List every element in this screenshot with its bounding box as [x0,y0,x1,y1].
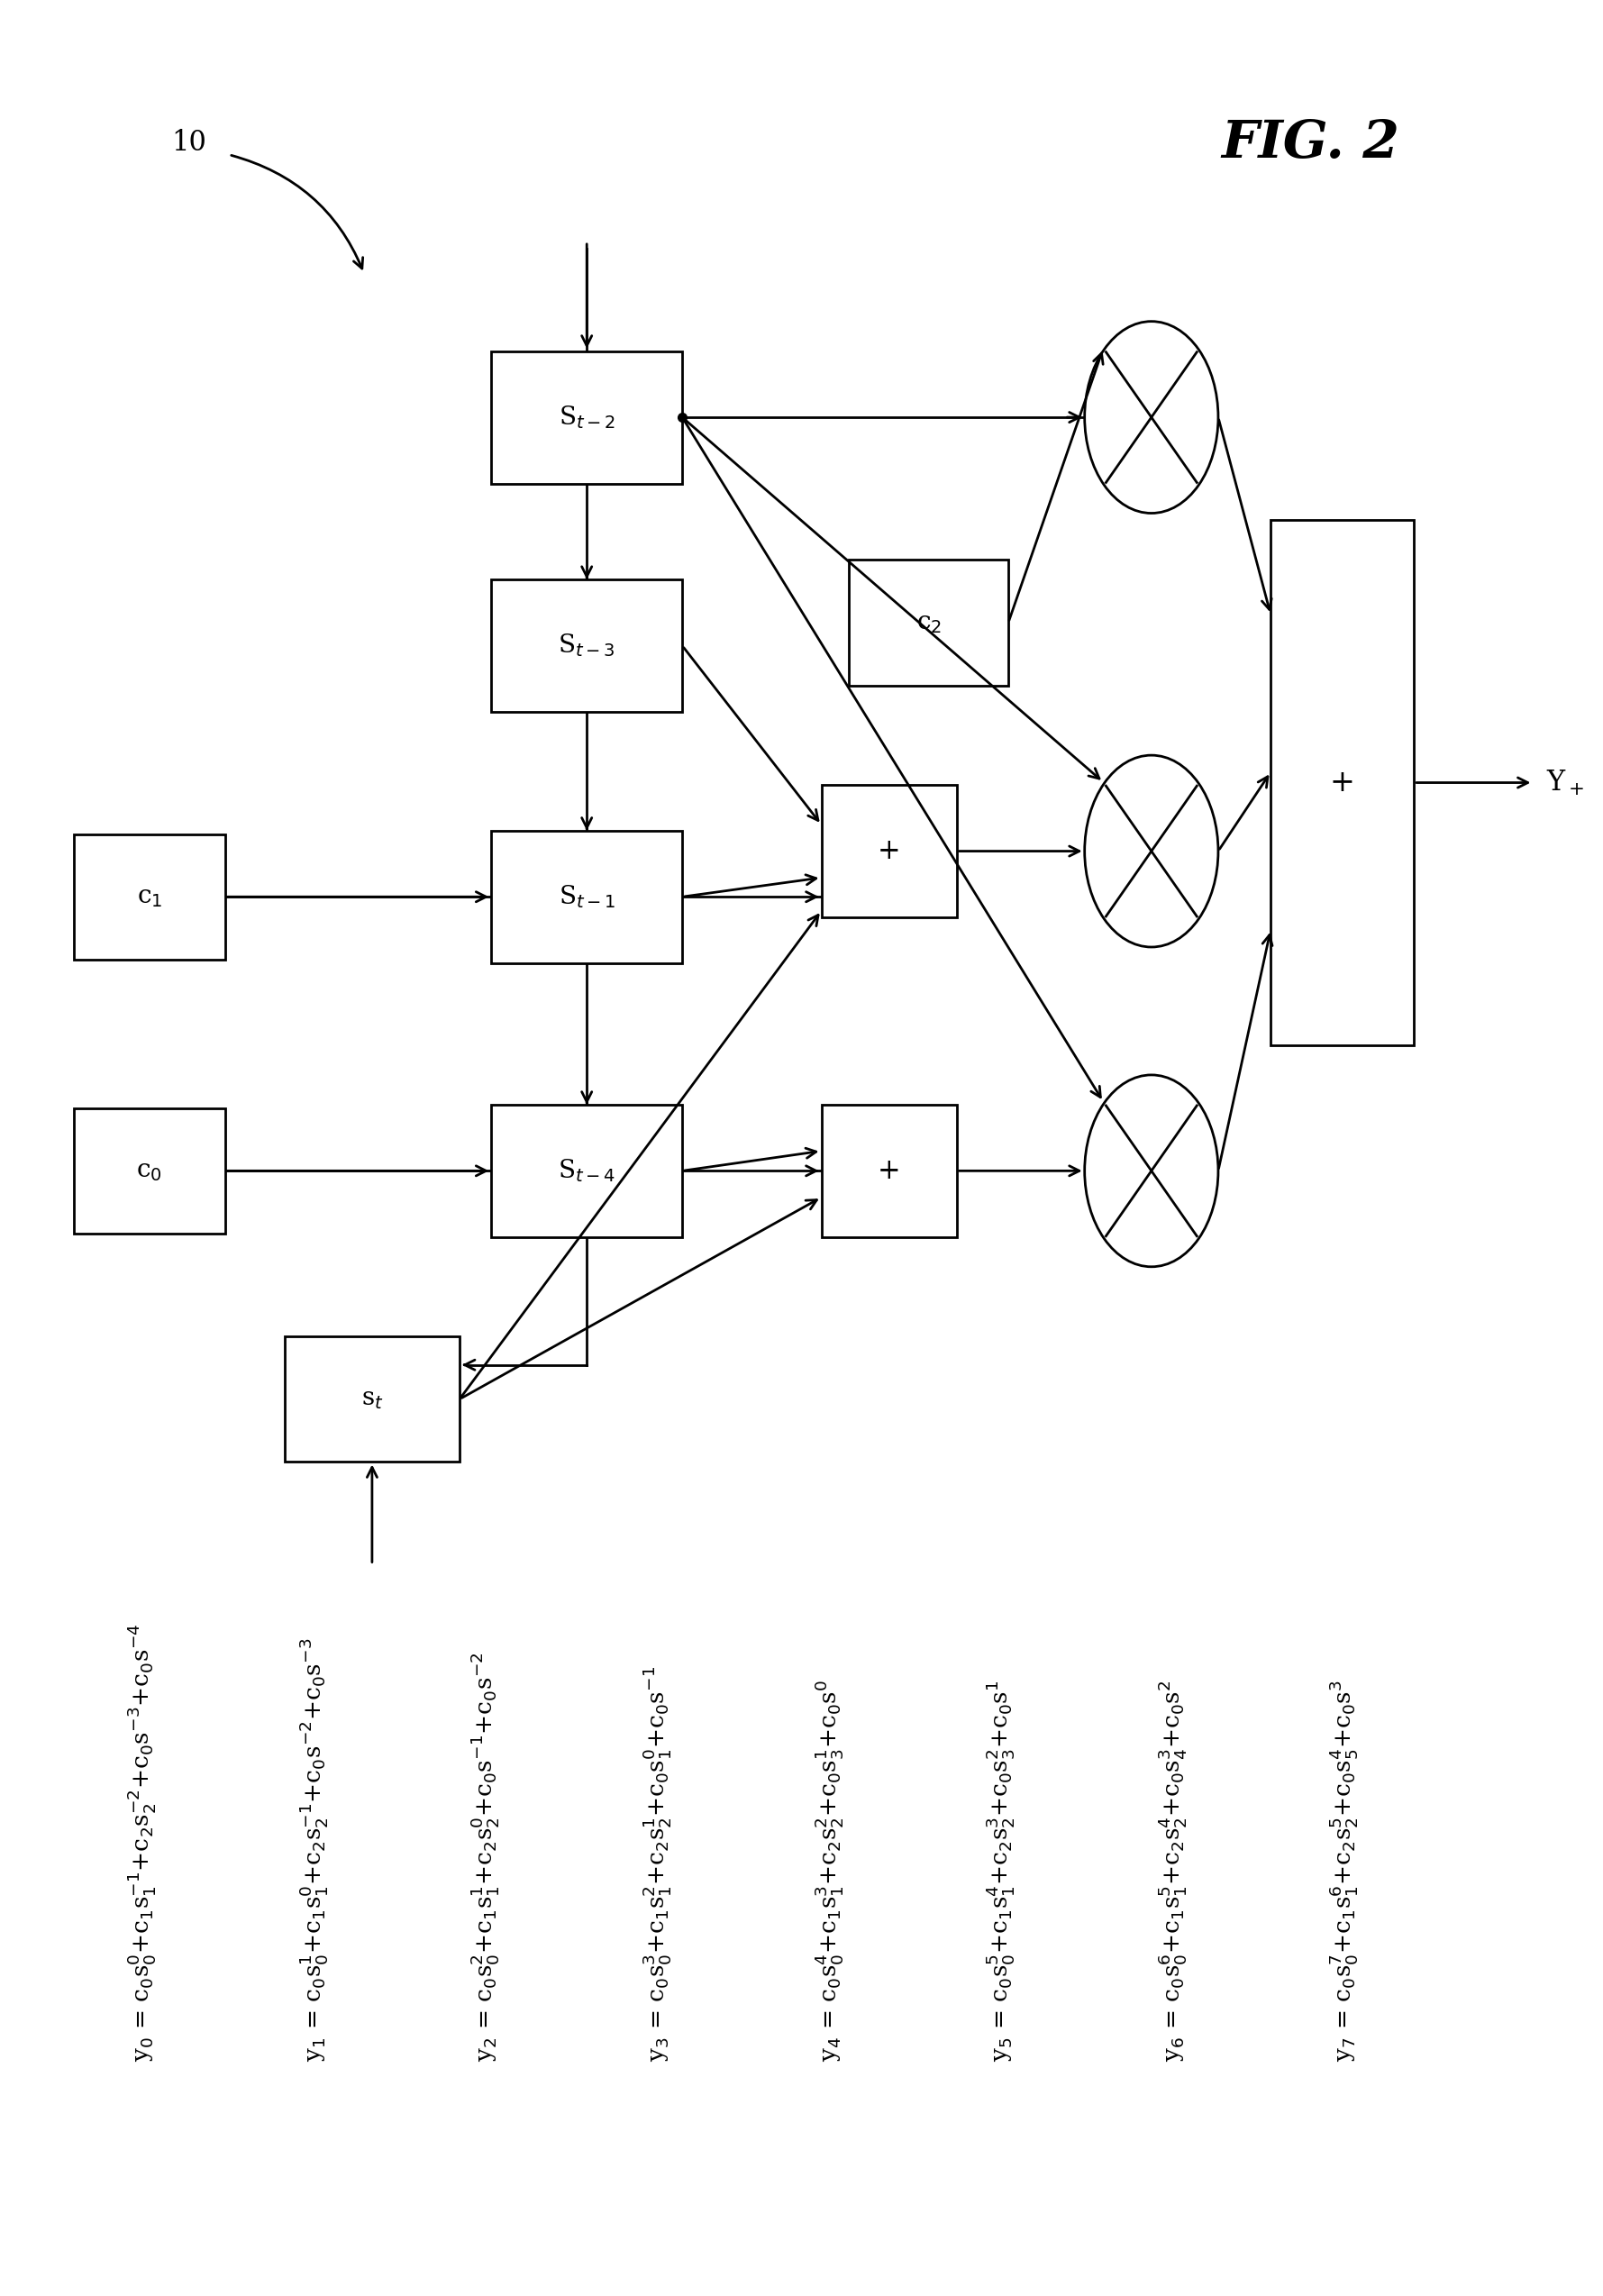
FancyBboxPatch shape [492,579,683,712]
FancyBboxPatch shape [74,833,224,960]
Text: 10: 10 [172,129,207,156]
Text: s$_t$: s$_t$ [361,1387,383,1412]
Text: +: + [877,1157,901,1185]
Text: S$_{t-4}$: S$_{t-4}$ [558,1157,616,1185]
FancyBboxPatch shape [492,831,683,962]
Text: y$_7$ = c$_0$s$_0^7$+c$_1$s$_1^6$+c$_2$s$_2^5$+c$_0$s$_5^4$+c$_0$s$^3$: y$_7$ = c$_0$s$_0^7$+c$_1$s$_1^6$+c$_2$s… [1327,1678,1359,2062]
Text: c$_1$: c$_1$ [136,884,162,909]
Text: S$_{t-1}$: S$_{t-1}$ [558,884,616,909]
Text: y$_6$ = c$_0$s$_0^6$+c$_1$s$_1^5$+c$_2$s$_2^4$+c$_0$s$_4^3$+c$_0$s$^2$: y$_6$ = c$_0$s$_0^6$+c$_1$s$_1^5$+c$_2$s… [1156,1681,1188,2062]
Text: y$_1$ = c$_0$s$_0^1$+c$_1$s$_1^0$+c$_2$s$_2^{-1}$+c$_0$s$^{-2}$+c$_0$s$^{-3}$: y$_1$ = c$_0$s$_0^1$+c$_1$s$_1^0$+c$_2$s… [297,1637,330,2062]
Text: c$_2$: c$_2$ [915,611,941,636]
Text: FIG. 2: FIG. 2 [1221,117,1399,168]
Text: S$_{t-3}$: S$_{t-3}$ [558,631,616,659]
FancyBboxPatch shape [492,1104,683,1238]
FancyBboxPatch shape [74,1109,224,1233]
Circle shape [1085,321,1218,514]
Text: Y$_+$: Y$_+$ [1545,769,1584,797]
Circle shape [1085,1075,1218,1267]
Text: y$_2$ = c$_0$s$_0^2$+c$_1$s$_1^1$+c$_2$s$_2^0$+c$_0$s$^{-1}$+c$_0$s$^{-2}$: y$_2$ = c$_0$s$_0^2$+c$_1$s$_1^1$+c$_2$s… [468,1651,502,2062]
Text: y$_4$ = c$_0$s$_0^4$+c$_1$s$_1^3$+c$_2$s$_2^2$+c$_0$s$_3^1$+c$_0$s$^0$: y$_4$ = c$_0$s$_0^4$+c$_1$s$_1^3$+c$_2$s… [813,1678,845,2062]
FancyBboxPatch shape [850,560,1008,687]
Text: +: + [877,838,901,866]
Text: y$_3$ = c$_0$s$_0^3$+c$_1$s$_1^2$+c$_2$s$_2^1$+c$_0$s$_1^0$+c$_0$s$^{-1}$: y$_3$ = c$_0$s$_0^3$+c$_1$s$_1^2$+c$_2$s… [641,1665,673,2062]
Text: c$_0$: c$_0$ [136,1159,162,1182]
FancyBboxPatch shape [492,351,683,484]
Text: +: + [1330,769,1355,797]
FancyBboxPatch shape [1271,519,1414,1045]
Text: y$_5$ = c$_0$s$_0^5$+c$_1$s$_1^4$+c$_2$s$_2^3$+c$_0$s$_3^2$+c$_0$s$^1$: y$_5$ = c$_0$s$_0^5$+c$_1$s$_1^4$+c$_2$s… [984,1681,1016,2062]
FancyBboxPatch shape [821,1104,957,1238]
Text: y$_0$ = c$_0$s$_0^0$+c$_1$s$_1^{-1}$+c$_2$s$_2^{-2}$+c$_0$s$^{-3}$+c$_0$s$^{-4}$: y$_0$ = c$_0$s$_0^0$+c$_1$s$_1^{-1}$+c$_… [125,1623,157,2062]
FancyBboxPatch shape [821,785,957,918]
Text: S$_{t-2}$: S$_{t-2}$ [558,404,616,432]
FancyBboxPatch shape [285,1336,460,1463]
Circle shape [1085,755,1218,946]
